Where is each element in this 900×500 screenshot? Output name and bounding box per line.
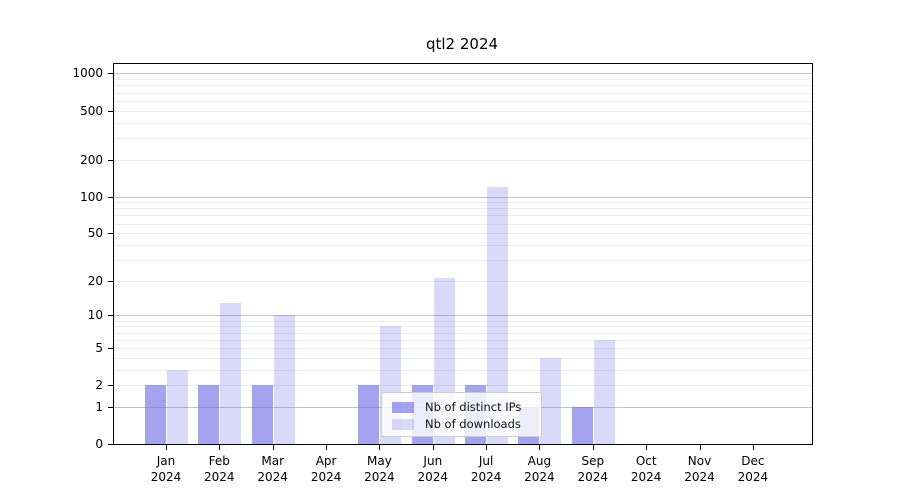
y-axis-tick-label: 100 <box>80 189 103 204</box>
y-axis-tick <box>108 159 114 161</box>
bar-downloads-sep <box>593 339 615 444</box>
minor-gridline <box>114 326 812 328</box>
bar-downloads-jan <box>167 369 188 444</box>
x-axis-tick <box>219 445 221 450</box>
y-axis-tick-label: 0 <box>95 437 103 451</box>
legend-label-distinct-ips: Nb of distinct IPs <box>425 400 522 414</box>
minor-gridline <box>114 347 812 349</box>
x-axis-tick-label: Jan 2024 <box>150 454 182 484</box>
bar-downloads-mar <box>273 315 295 444</box>
x-axis-tick-label: Mar 2024 <box>257 454 288 484</box>
bar-downloads-aug <box>540 357 562 444</box>
x-axis-tick-label: Feb 2024 <box>204 454 235 484</box>
x-axis-tick-label: Nov 2024 <box>684 454 715 484</box>
bar-distinct-ips-sep <box>571 406 593 444</box>
major-gridline <box>114 73 812 75</box>
bar-distinct-ips-mar <box>251 385 273 444</box>
legend-swatch-distinct-ips <box>392 401 414 413</box>
y-axis-tick <box>108 347 114 349</box>
major-gridline <box>114 315 812 317</box>
y-axis-tick-label: 2 <box>95 378 103 393</box>
x-axis-tick-label: May 2024 <box>364 454 395 484</box>
x-axis-tick <box>752 445 754 450</box>
minor-gridline <box>114 100 812 102</box>
minor-gridline <box>114 79 812 81</box>
minor-gridline <box>114 137 812 139</box>
minor-gridline <box>114 233 812 235</box>
minor-gridline <box>114 244 812 246</box>
minor-gridline <box>114 259 812 261</box>
plot-area: 0 1 2 5 10 20 50 100 200 500 1000 Jan 2024 Feb 2024 M… <box>72 63 813 484</box>
minor-gridline <box>114 332 812 334</box>
bar-downloads-feb <box>220 302 242 444</box>
y-axis-tick <box>108 110 114 112</box>
x-axis-tick-label: Apr 2024 <box>310 454 342 484</box>
bar-distinct-ips-feb <box>198 385 220 444</box>
y-axis-tick-label: 500 <box>80 103 103 118</box>
y-axis-tick <box>108 444 114 445</box>
legend-label-downloads: Nb of downloads <box>425 417 521 431</box>
minor-gridline <box>114 280 812 282</box>
x-axis-tick <box>646 445 648 450</box>
y-axis-tick <box>108 73 114 75</box>
x-axis-tick-label: Jun 2024 <box>417 454 449 484</box>
y-axis-tick-label: 5 <box>95 340 103 355</box>
x-axis-tick <box>592 445 594 450</box>
minor-gridline <box>114 85 812 87</box>
minor-gridline <box>114 159 812 161</box>
y-axis-tick <box>108 233 114 235</box>
x-axis-tick-label: Oct 2024 <box>630 454 662 484</box>
minor-gridline <box>114 339 812 341</box>
y-axis-tick-label: 20 <box>87 273 103 288</box>
minor-gridline <box>114 223 812 225</box>
y-axis-tick-label: 10 <box>87 308 103 323</box>
x-axis-tick <box>166 445 167 450</box>
x-axis-tick <box>432 445 434 450</box>
bar-downloads-jul <box>487 186 509 444</box>
y-axis-tick-label: 200 <box>80 152 103 167</box>
x-axis-tick <box>486 445 488 450</box>
x-axis-tick-label: Aug 2024 <box>524 454 555 484</box>
minor-gridline <box>114 208 812 210</box>
legend-item-downloads: Nb of downloads <box>392 416 541 432</box>
minor-gridline <box>114 357 812 359</box>
legend: Nb of distinct IPs Nb of downloads <box>381 392 542 437</box>
y-axis-tick <box>108 196 114 198</box>
legend-item-distinct-ips: Nb of distinct IPs <box>392 399 541 415</box>
y-axis-tick-label: 1000 <box>72 66 103 81</box>
y-axis-tick-label: 50 <box>87 226 103 241</box>
x-axis-tick <box>326 445 328 450</box>
x-axis-tick-label: Sep 2024 <box>577 454 609 484</box>
minor-gridline <box>114 92 812 94</box>
minor-gridline <box>114 110 812 112</box>
minor-gridline <box>114 202 812 204</box>
minor-gridline <box>114 215 812 217</box>
x-axis-tick-label: Dec 2024 <box>737 454 769 484</box>
y-axis-tick <box>108 385 114 387</box>
x-axis-tick <box>539 445 541 450</box>
x-axis-tick <box>272 445 274 450</box>
minor-gridline <box>114 385 812 387</box>
x-axis-tick <box>379 445 381 450</box>
x-axis-tick-label: Jul 2024 <box>470 454 502 484</box>
chart-title: qtl2 2024 <box>425 35 499 53</box>
legend-swatch-downloads <box>392 418 414 430</box>
y-axis-tick <box>108 315 114 317</box>
bar-distinct-ips-may <box>358 385 380 444</box>
y-axis-tick-label: 1 <box>95 399 103 414</box>
minor-gridline <box>114 369 812 371</box>
major-gridline <box>114 196 812 198</box>
minor-gridline <box>114 320 812 322</box>
y-axis-tick <box>108 406 114 408</box>
y-axis-tick <box>108 280 114 282</box>
bar-distinct-ips-jan <box>145 385 166 444</box>
minor-gridline <box>114 122 812 124</box>
x-axis-tick <box>699 445 701 450</box>
